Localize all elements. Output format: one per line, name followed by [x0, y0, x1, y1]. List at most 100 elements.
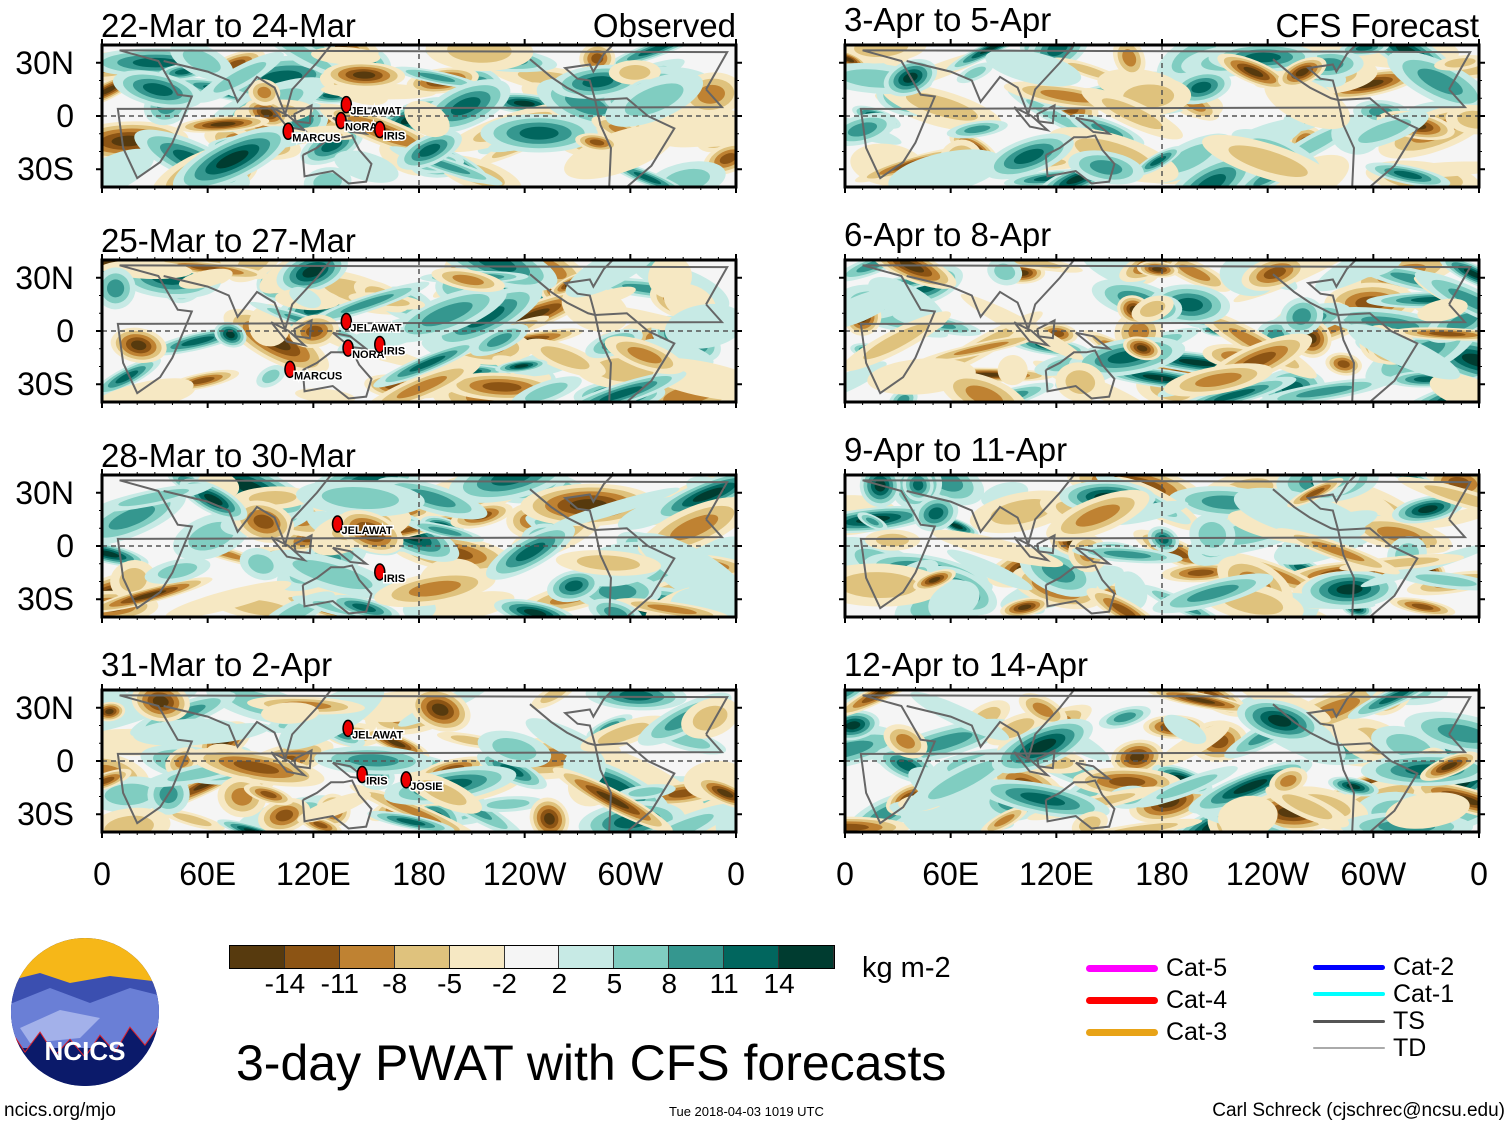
pwat-anomaly-contour — [408, 489, 456, 508]
pwat-anomaly-contour — [1217, 795, 1278, 832]
pwat-anomaly-contour — [396, 818, 426, 826]
colorbar-swatch — [724, 946, 780, 968]
pwat-anomaly-contour — [1178, 359, 1216, 367]
pwat-anomaly-contour — [157, 563, 198, 579]
storm-label: IRIS — [366, 776, 387, 788]
colorbar-swatch — [394, 946, 450, 968]
pwat-anomaly-contour — [292, 559, 373, 590]
pwat-anomaly-contour — [321, 139, 343, 153]
pwat-anomaly-contour — [914, 732, 973, 753]
panel-title-obs-3: 28-Mar to 30-Mar — [101, 437, 356, 474]
coastline — [1337, 742, 1419, 832]
pwat-anomaly-contour — [664, 303, 736, 349]
pwat-anomaly-contour — [131, 340, 147, 351]
storm-label: MARCUS — [292, 132, 340, 144]
storm-track-marker — [356, 765, 368, 784]
pwat-anomaly-contour — [431, 703, 449, 716]
pwat-anomaly-contour — [619, 690, 654, 701]
coastline — [1044, 564, 1116, 615]
coastline — [116, 479, 729, 610]
pwat-anomaly-contour — [187, 722, 271, 744]
coastline — [163, 690, 332, 763]
pwat-anomaly-contour — [1385, 792, 1470, 829]
pwat-anomaly-contour — [1282, 794, 1333, 820]
colorbar-label: -14 — [264, 968, 306, 999]
pwat-anomaly-contour — [596, 791, 630, 809]
lon-label: 60W — [1340, 856, 1407, 892]
pwat-anomaly-contour — [598, 583, 637, 600]
coastline — [270, 751, 308, 777]
colorbar — [229, 945, 835, 969]
map-panel — [839, 469, 1485, 623]
map-panel: JELAWAT IRIS JOSIE — [96, 684, 742, 838]
lat-label: 0 — [56, 313, 74, 349]
footer-timestamp: Tue 2018-04-03 1019 UTC — [669, 1104, 824, 1119]
coastline — [529, 475, 614, 532]
pwat-anomaly-contour — [1017, 604, 1032, 611]
pwat-anomaly-contour — [1336, 584, 1363, 595]
pwat-anomaly-contour — [334, 150, 399, 183]
legend-line-cat-1 — [1313, 992, 1385, 996]
colorbar-label: -8 — [382, 968, 408, 999]
pwat-anomaly-contour — [1233, 779, 1268, 794]
pwat-anomaly-contour — [352, 603, 376, 612]
coastline — [116, 264, 729, 395]
pwat-anomaly-contour — [1295, 68, 1309, 77]
pwat-anomaly-contour — [105, 708, 114, 715]
pwat-anomaly-contour — [847, 122, 878, 137]
pwat-anomaly-contour — [619, 65, 651, 80]
pwat-anomaly-contour — [1214, 388, 1256, 402]
pwat-anomaly-contour — [418, 143, 441, 157]
legend-line-ts — [1313, 1019, 1385, 1023]
pwat-anomaly-contour — [190, 377, 215, 385]
pwat-anomaly-contour — [104, 815, 154, 832]
pwat-anomaly-contour — [1032, 702, 1054, 717]
legend-line-cat-4 — [1086, 996, 1158, 1004]
pwat-anomaly-contour — [225, 331, 235, 339]
coastline — [1035, 318, 1056, 340]
pwat-anomaly-contour — [896, 733, 915, 749]
pwat-anomaly-contour — [108, 505, 156, 530]
lon-label: 120E — [1018, 856, 1094, 892]
pwat-anomaly-contour — [845, 740, 874, 760]
pwat-anomaly-contour — [216, 150, 249, 169]
pwat-anomaly-contour — [1393, 170, 1423, 180]
pwat-anomaly-contour — [1113, 712, 1136, 723]
pwat-anomaly-contour — [302, 265, 322, 278]
coastline — [594, 527, 676, 617]
pwat-anomaly-contour — [1448, 288, 1479, 315]
lat-label: 30S — [17, 366, 74, 403]
pwat-anomaly-contour — [1075, 504, 1120, 527]
coastline — [163, 45, 332, 118]
map-panel: JELAWAT NORA MARCUS IRIS — [96, 39, 742, 193]
pwat-anomaly-contour — [523, 609, 547, 617]
pwat-anomaly-contour — [564, 125, 675, 180]
pwat-anomaly-contour — [514, 364, 529, 368]
storm-track-marker — [282, 122, 294, 141]
lat-label: 30N — [15, 689, 74, 726]
pwat-anomaly-contour — [715, 803, 736, 832]
pwat-anomaly-contour — [1243, 66, 1264, 77]
pwat-anomaly-contour — [1191, 81, 1212, 94]
pwat-anomaly-contour — [565, 260, 662, 298]
coastline — [163, 260, 332, 333]
panel-title-fc-2: 6-Apr to 8-Apr — [844, 216, 1052, 253]
storm-label: IRIS — [384, 346, 405, 358]
pwat-anomaly-contour — [845, 823, 869, 831]
storm-label: IRIS — [384, 573, 405, 585]
lon-label: 0 — [1470, 856, 1488, 892]
pwat-anomaly-contour — [1228, 145, 1308, 177]
storm-label: JELAWAT — [350, 322, 401, 334]
storm-track-marker — [284, 360, 296, 379]
coastline — [1272, 45, 1357, 102]
storm-track-marker — [335, 111, 347, 130]
colorbar-swatch — [284, 946, 340, 968]
pwat-anomaly-contour — [845, 361, 887, 402]
footer-author: Carl Schreck (cjschrec@ncsu.edu) — [1212, 1100, 1505, 1121]
logo-text: NCICS — [45, 1036, 126, 1066]
footer-url[interactable]: ncics.org/mjo — [4, 1100, 116, 1121]
coastline — [1337, 527, 1419, 617]
pwat-anomaly-contour — [172, 813, 212, 827]
pwat-anomaly-contour — [450, 97, 481, 116]
coastline — [292, 318, 313, 340]
